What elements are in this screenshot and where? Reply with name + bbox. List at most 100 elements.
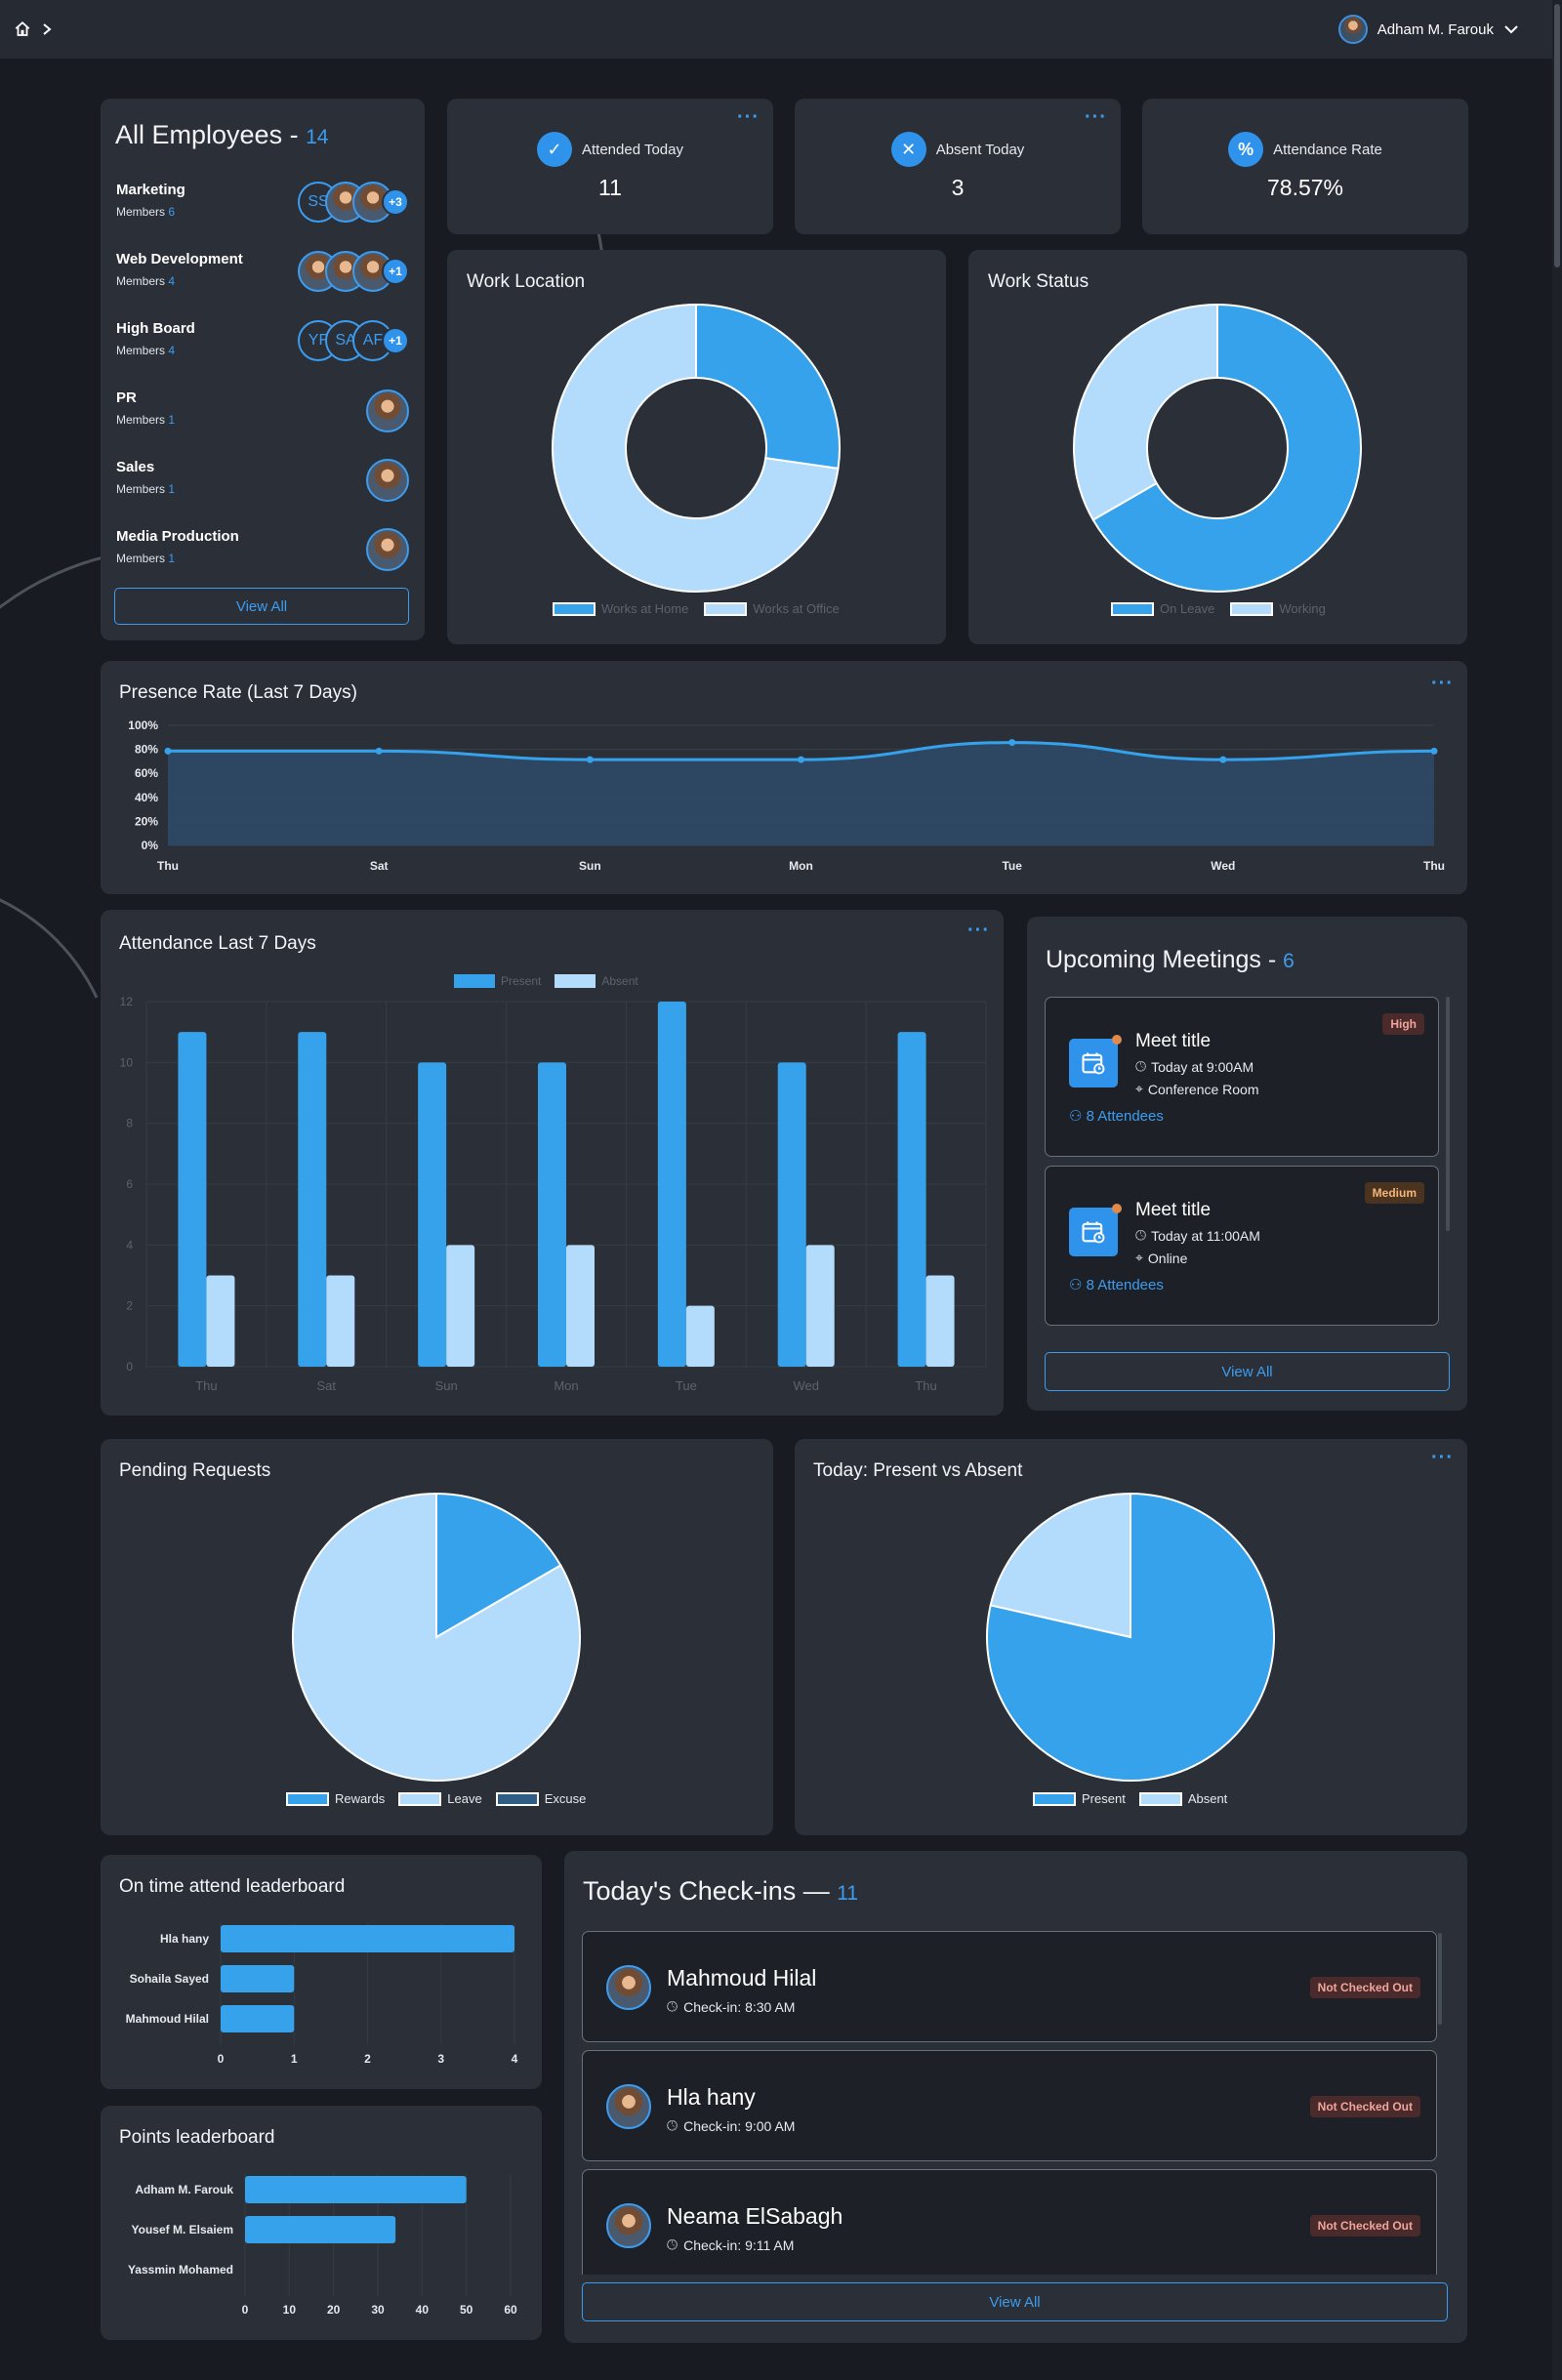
tick-label: Sat	[317, 1378, 337, 1393]
view-all-employees-button[interactable]: View All	[114, 588, 409, 625]
today-present-absent-legend: Present Absent	[1033, 1791, 1227, 1806]
member-avatars[interactable]	[366, 459, 409, 502]
bar	[897, 1032, 926, 1367]
employee-name: Neama ElSabagh	[667, 2203, 843, 2229]
meeting-location-label: Online	[1147, 1250, 1188, 1266]
pie-slice	[552, 303, 840, 593]
tick-label: Thu	[1423, 859, 1445, 873]
priority-badge: Medium	[1364, 1182, 1424, 1204]
checkins-scrollbar[interactable]	[1438, 1933, 1442, 2025]
checkins-label: Today's Check-ins —	[583, 1876, 830, 1906]
clock-icon: 🕓︎	[667, 2117, 678, 2133]
member-overflow-count: +3	[382, 188, 409, 216]
bar	[221, 1965, 295, 1992]
meeting-title: Meet title	[1135, 1031, 1212, 1051]
tick-label: 60	[504, 2303, 517, 2317]
member-avatars[interactable]: YF SA AF +1	[298, 320, 409, 361]
data-point	[375, 747, 383, 755]
tick-label: 3	[437, 2052, 444, 2066]
tick-label: 40%	[135, 791, 158, 804]
tick-label: 8	[126, 1117, 133, 1130]
tick-label: 4	[512, 2052, 518, 2066]
clock-icon: 🕓︎	[667, 1998, 678, 2014]
page-scrollbar[interactable]	[1552, 0, 1562, 2380]
view-all-checkins-button[interactable]: View All	[582, 2282, 1448, 2321]
upcoming-meetings-card: Upcoming Meetings - 6 Meet title 🕓︎ Today…	[1027, 917, 1467, 1411]
all-employees-card: All Employees - 14 Marketing Members 6 SS +…	[101, 99, 425, 640]
department-row[interactable]: PR Members 1	[116, 390, 409, 448]
member-avatars[interactable]: SS +3	[298, 182, 409, 223]
all-employees-label: All Employees -	[115, 120, 299, 149]
member-avatars[interactable]: +1	[298, 251, 409, 292]
legend-label: On Leave	[1160, 601, 1215, 616]
meeting-location-label: Conference Room	[1147, 1081, 1259, 1097]
meeting-attendees[interactable]: ⚇ 8 Attendees	[1069, 1107, 1164, 1125]
today-present-absent-chart	[986, 1492, 1275, 1782]
checkin-item[interactable]: Hla hany 🕓︎ Check-in: 9:00 AM Not Checked O…	[582, 2050, 1437, 2161]
more-options-icon[interactable]: ···	[1431, 1447, 1454, 1468]
meeting-item[interactable]: Meet title 🕓︎ Today at 11:00AM ⌖ Online ⚇ …	[1045, 1166, 1439, 1326]
department-row[interactable]: Sales Members 1	[116, 459, 409, 517]
meetings-count: 6	[1283, 950, 1295, 972]
department-name: High Board	[116, 320, 195, 337]
member-avatars[interactable]	[366, 528, 409, 571]
view-all-meetings-button[interactable]: View All	[1045, 1352, 1450, 1391]
tick-label: Yassmin Mohamed	[128, 2263, 233, 2277]
meeting-item[interactable]: Meet title 🕓︎ Today at 9:00AM ⌖ Conference…	[1045, 997, 1439, 1157]
department-row[interactable]: Marketing Members 6 SS +3	[116, 182, 409, 240]
member-avatars[interactable]	[366, 390, 409, 432]
bar	[326, 1275, 355, 1367]
user-name: Adham M. Farouk	[1377, 21, 1494, 38]
scrollbar-thumb[interactable]	[1554, 4, 1560, 267]
tick-label: 100%	[128, 718, 158, 732]
bar	[418, 1062, 447, 1367]
checkin-item[interactable]: Mahmoud Hilal 🕓︎ Check-in: 8:30 AM Not Chec…	[582, 1931, 1437, 2042]
department-row[interactable]: Media Production Members 1	[116, 528, 409, 587]
home-icon[interactable]	[14, 21, 31, 38]
chevron-down-icon[interactable]	[1503, 23, 1519, 35]
tick-label: 0	[126, 1360, 133, 1374]
legend-swatch	[286, 1791, 329, 1806]
bar	[298, 1032, 327, 1367]
bar	[221, 2005, 295, 2032]
tick-label: 60%	[135, 766, 158, 780]
tick-label: Tue	[1002, 859, 1022, 873]
presence-rate-card: Presence Rate (Last 7 Days) ··· 0% 20% 40%…	[101, 661, 1467, 894]
department-members: Members 4	[116, 344, 176, 357]
meeting-attendees[interactable]: ⚇ 8 Attendees	[1069, 1276, 1164, 1293]
bar	[178, 1032, 207, 1367]
legend-swatch	[1230, 601, 1274, 616]
meetings-list[interactable]: Meet title 🕓︎ Today at 9:00AM ⌖ Conference…	[1027, 995, 1467, 1327]
more-options-icon[interactable]: ···	[737, 106, 760, 128]
department-row[interactable]: Web Development Members 4 +1	[116, 251, 409, 309]
bar	[245, 2176, 467, 2203]
meetings-scrollbar[interactable]	[1446, 997, 1450, 1231]
department-row[interactable]: High Board Members 4 YF SA AF +1	[116, 320, 409, 379]
legend-label: Working	[1279, 601, 1326, 616]
top-bar: Adham M. Farouk	[0, 0, 1552, 59]
checkins-list[interactable]: Mahmoud Hilal 🕓︎ Check-in: 8:30 AM Not Chec…	[564, 1929, 1467, 2275]
attendance-title: Attendance Last 7 Days	[119, 933, 316, 954]
attendance-rate-header: % Attendance Rate	[1142, 132, 1468, 167]
meeting-time: 🕓︎ Today at 11:00AM	[1135, 1227, 1260, 1244]
bar	[657, 1002, 686, 1367]
tick-label: Tue	[676, 1378, 697, 1393]
user-menu[interactable]: Adham M. Farouk	[1337, 15, 1519, 44]
more-options-icon[interactable]: ···	[1431, 673, 1454, 694]
legend-label: Works at Office	[753, 601, 840, 616]
legend-swatch	[1138, 1791, 1182, 1806]
legend-swatch	[398, 1791, 442, 1806]
legend-label: Works at Home	[601, 601, 689, 616]
checkins-title: Today's Check-ins — 11	[583, 1876, 858, 1907]
more-options-icon[interactable]: ···	[1085, 106, 1107, 128]
all-employees-title: All Employees - 14	[115, 120, 328, 150]
legend-swatch	[553, 601, 596, 616]
people-icon: ⚇	[1069, 1108, 1083, 1125]
status-badge: Not Checked Out	[1309, 1977, 1420, 1998]
more-options-icon[interactable]: ···	[967, 920, 990, 941]
work-location-legend: Works at Home Works at Office	[553, 601, 840, 616]
area-fill	[168, 742, 1434, 845]
notification-dot	[1112, 1204, 1122, 1213]
bar	[566, 1245, 595, 1367]
checkin-item[interactable]: Neama ElSabagh 🕓︎ Check-in: 9:11 AM Not Che…	[582, 2169, 1437, 2275]
